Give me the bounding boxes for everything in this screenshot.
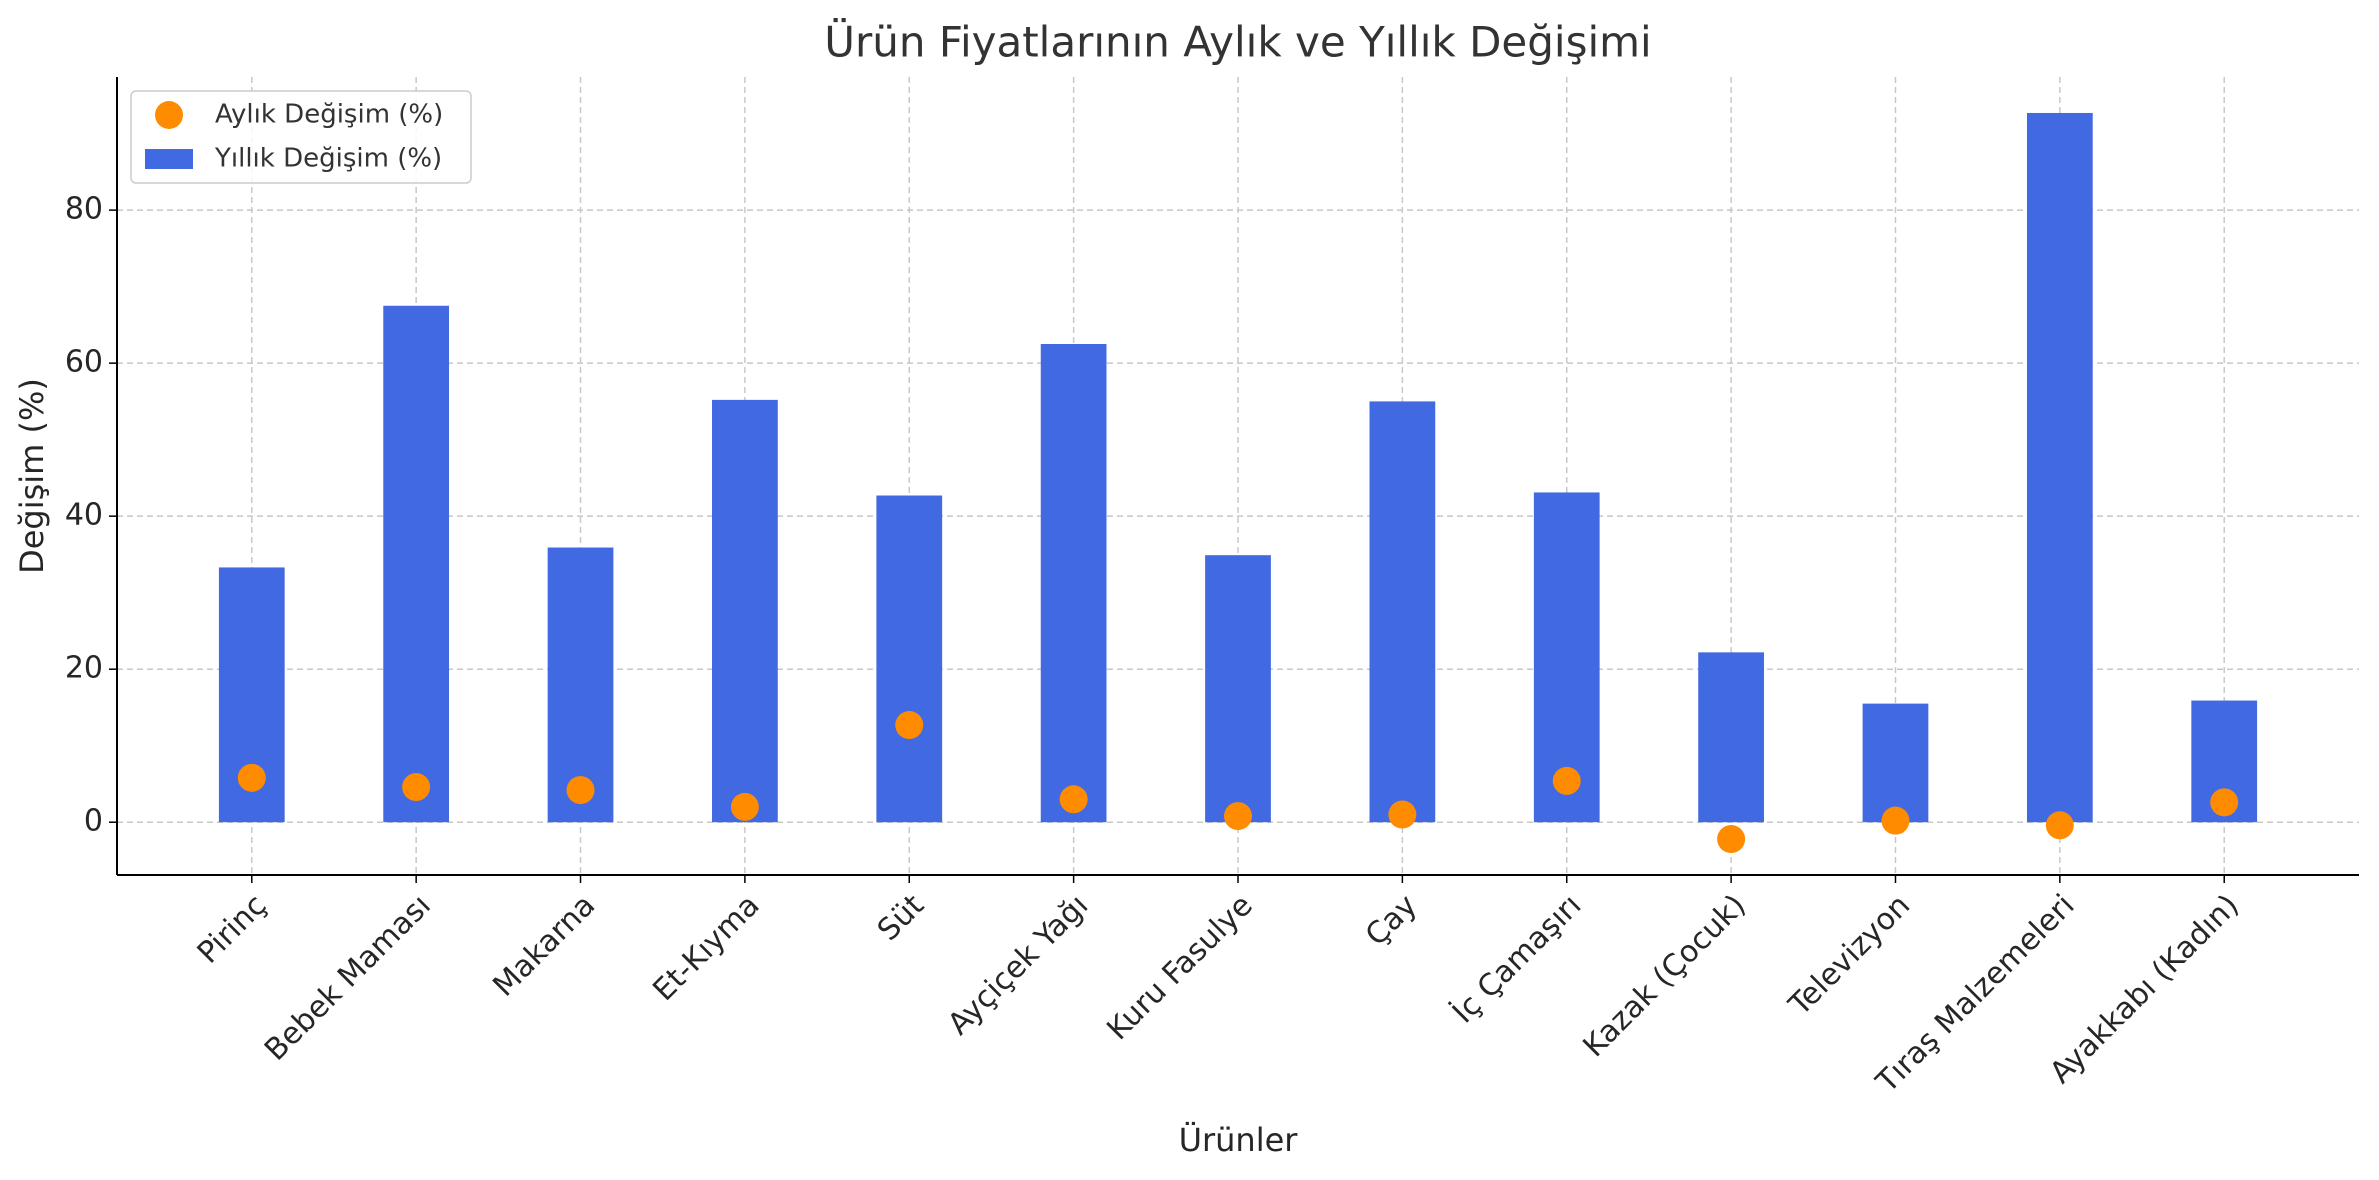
y-tick-label: 40 xyxy=(65,498,103,533)
bar xyxy=(2026,112,2093,823)
chart-title: Ürün Fiyatlarının Aylık ve Yıllık Değişi… xyxy=(824,17,1651,67)
x-axis-label: Ürünler xyxy=(1179,1121,1299,1159)
point xyxy=(895,711,924,740)
point xyxy=(730,792,759,821)
bar xyxy=(712,399,778,823)
bar xyxy=(876,495,943,823)
y-tick-label: 20 xyxy=(65,651,103,686)
point xyxy=(1224,802,1252,831)
point xyxy=(1717,825,1746,854)
y-tick-label: 60 xyxy=(65,345,103,380)
point xyxy=(1059,785,1088,814)
legend-label: Yıllık Değişim (%) xyxy=(214,144,442,174)
y-tick-label: 0 xyxy=(84,804,103,839)
legend-marker xyxy=(145,149,193,169)
point xyxy=(237,763,266,792)
legend-marker xyxy=(155,101,183,129)
bar xyxy=(1040,344,1107,823)
point xyxy=(1881,806,1910,835)
bar xyxy=(1369,401,1436,823)
legend-box xyxy=(130,90,472,184)
point xyxy=(1388,800,1417,829)
bar xyxy=(1205,555,1271,823)
y-tick-label: 80 xyxy=(65,192,103,227)
point xyxy=(1552,766,1581,795)
point xyxy=(566,776,595,805)
bar xyxy=(383,305,450,823)
bar xyxy=(1862,703,1929,823)
point xyxy=(2045,811,2074,840)
point xyxy=(402,773,431,802)
y-axis-label: Değişim (%) xyxy=(13,378,51,574)
bar xyxy=(1698,652,1764,823)
point xyxy=(2210,788,2239,817)
legend-label: Aylık Değişim (%) xyxy=(215,100,443,130)
